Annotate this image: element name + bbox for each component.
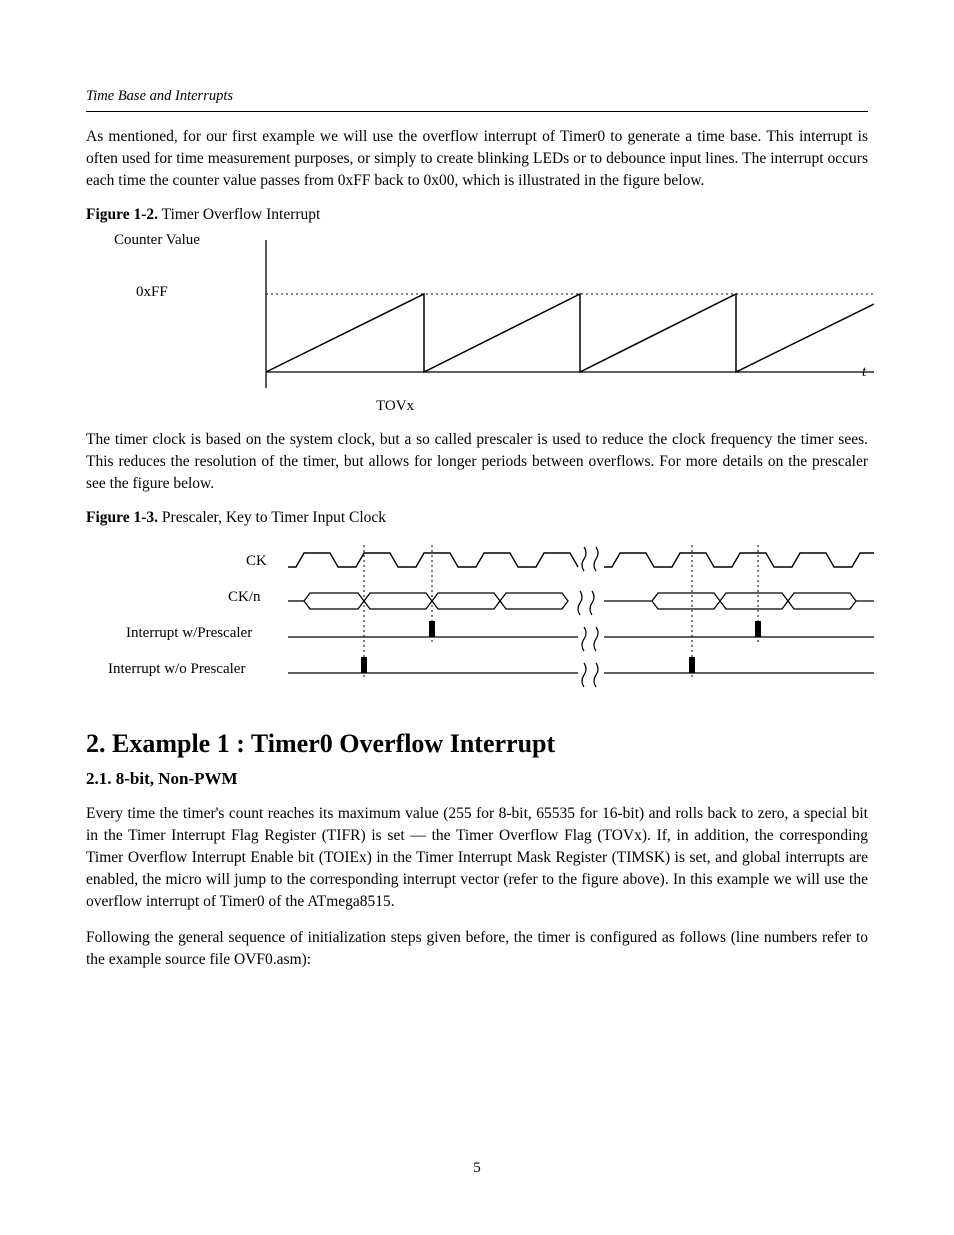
figure-1-2-svg bbox=[94, 230, 874, 410]
intro-paragraph: As mentioned, for our first example we w… bbox=[86, 126, 868, 192]
label-ckn: CK/n bbox=[228, 589, 261, 606]
overflow-explain-paragraph: Every time the timer's count reaches its… bbox=[86, 803, 868, 913]
page-number: 5 bbox=[0, 1160, 954, 1177]
figure-1-2-title: Timer Overflow Interrupt bbox=[158, 206, 320, 223]
header-left: Time Base and Interrupts bbox=[86, 88, 233, 105]
init-steps-paragraph: Following the general sequence of initia… bbox=[86, 927, 868, 971]
guide-lines bbox=[364, 545, 758, 679]
page: { "header":{ "left":"Time Base and Inter… bbox=[0, 0, 954, 1235]
label-tovx: TOVx bbox=[376, 398, 414, 415]
label-int-prescaler: Interrupt w/Prescaler bbox=[126, 625, 252, 642]
page-header: Time Base and Interrupts bbox=[86, 88, 868, 105]
label-counter-value: Counter Value bbox=[114, 232, 200, 249]
int-no-prescaler-row bbox=[288, 657, 874, 687]
int-prescaler-row bbox=[288, 621, 874, 651]
figure-1-3: CK CK/n Interrupt w/Prescaler Interrupt … bbox=[94, 533, 868, 703]
figure-1-3-caption: Figure 1-3. Prescaler, Key to Timer Inpu… bbox=[86, 509, 868, 527]
section-2-heading: 2. Example 1 : Timer0 Overflow Interrupt bbox=[86, 729, 868, 759]
label-int-no-prescaler: Interrupt w/o Prescaler bbox=[108, 661, 245, 678]
figure-1-3-number: Figure 1-3. bbox=[86, 509, 158, 526]
section-2-1-heading: 2.1. 8-bit, Non-PWM bbox=[86, 769, 868, 789]
ckn-row bbox=[288, 591, 874, 615]
label-0xff: 0xFF bbox=[136, 284, 168, 301]
figure-1-2: 0xFF t Counter Value TOVx bbox=[94, 230, 868, 415]
ck-row bbox=[288, 547, 874, 571]
label-t-axis: t bbox=[862, 364, 866, 381]
prescaler-paragraph: The timer clock is based on the system c… bbox=[86, 429, 868, 495]
figure-1-3-title: Prescaler, Key to Timer Input Clock bbox=[158, 509, 386, 526]
figure-1-2-number: Figure 1-2. bbox=[86, 206, 158, 223]
figure-1-2-caption: Figure 1-2. Timer Overflow Interrupt bbox=[86, 206, 868, 224]
label-ck: CK bbox=[246, 553, 267, 570]
header-rule bbox=[86, 111, 868, 112]
sawtooth-wave bbox=[266, 294, 874, 372]
